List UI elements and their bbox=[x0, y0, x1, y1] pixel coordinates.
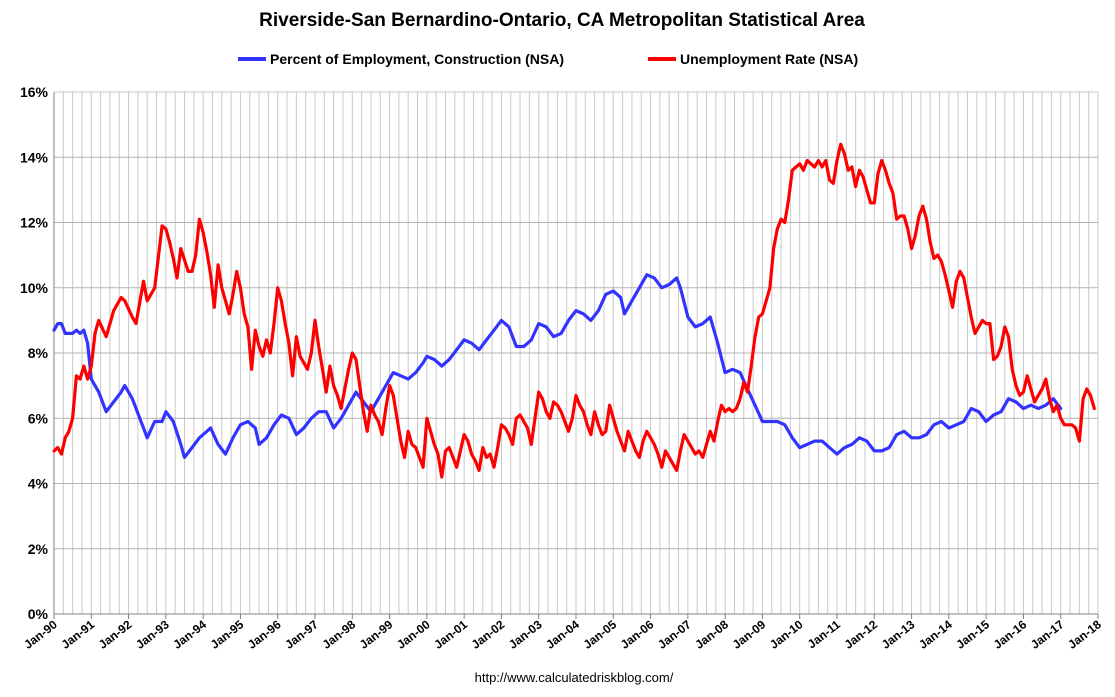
x-tick-label: Jan-05 bbox=[581, 617, 620, 652]
x-tick-label: Jan-98 bbox=[320, 617, 359, 652]
x-tick-label: Jan-93 bbox=[133, 617, 172, 652]
series-line-construction bbox=[52, 273, 1063, 459]
x-tick-label: Jan-00 bbox=[394, 617, 433, 652]
x-tick-label: Jan-01 bbox=[431, 617, 470, 652]
x-tick-label: Jan-14 bbox=[916, 617, 955, 652]
gridlines bbox=[54, 91, 1098, 614]
series-line-unemployment bbox=[52, 142, 1096, 479]
x-tick-label: Jan-04 bbox=[543, 617, 582, 652]
y-tick-labels: 0% 2% 4% 6% 8% 10% 12% 14% 16% bbox=[20, 84, 49, 622]
x-tick-label: Jan-12 bbox=[842, 617, 881, 652]
x-tick-labels: Jan-90Jan-91Jan-92Jan-93Jan-94Jan-95Jan-… bbox=[21, 614, 1104, 652]
y-tick-label: 14% bbox=[20, 149, 49, 165]
y-tick-label: 4% bbox=[28, 476, 49, 492]
x-tick-label: Jan-96 bbox=[245, 617, 284, 652]
x-tick-label: Jan-13 bbox=[879, 617, 918, 652]
x-tick-label: Jan-94 bbox=[170, 617, 209, 652]
x-tick-label: Jan-97 bbox=[282, 617, 321, 652]
y-tick-label: 12% bbox=[20, 215, 49, 231]
x-tick-label: Jan-92 bbox=[96, 617, 135, 652]
y-tick-label: 10% bbox=[20, 280, 49, 296]
x-tick-label: Jan-03 bbox=[506, 617, 545, 652]
x-tick-label: Jan-95 bbox=[208, 617, 247, 652]
y-tick-label: 16% bbox=[20, 84, 49, 100]
legend-label-unemployment: Unemployment Rate (NSA) bbox=[680, 51, 858, 67]
x-tick-label: Jan-15 bbox=[953, 617, 992, 652]
x-tick-label: Jan-16 bbox=[991, 617, 1030, 652]
x-tick-label: Jan-99 bbox=[357, 617, 396, 652]
x-tick-label: Jan-17 bbox=[1028, 617, 1067, 652]
y-tick-label: 8% bbox=[28, 345, 49, 361]
series-lines bbox=[52, 142, 1096, 479]
x-tick-label: Jan-06 bbox=[618, 617, 657, 652]
chart-title: Riverside-San Bernardino-Ontario, CA Met… bbox=[259, 10, 865, 31]
x-tick-label: Jan-07 bbox=[655, 617, 694, 652]
x-tick-label: Jan-90 bbox=[21, 617, 60, 652]
x-tick-label: Jan-91 bbox=[59, 617, 98, 652]
x-tick-label: Jan-08 bbox=[692, 617, 731, 652]
y-tick-label: 6% bbox=[28, 410, 49, 426]
x-tick-label: Jan-09 bbox=[730, 617, 769, 652]
x-tick-label: Jan-02 bbox=[469, 617, 508, 652]
x-tick-label: Jan-11 bbox=[805, 617, 843, 651]
source-url: http://www.calculatedriskblog.com/ bbox=[475, 670, 674, 685]
x-tick-label: Jan-18 bbox=[1065, 617, 1104, 652]
legend: Percent of Employment, Construction (NSA… bbox=[238, 51, 858, 67]
x-tick-label: Jan-10 bbox=[767, 617, 806, 652]
legend-label-construction: Percent of Employment, Construction (NSA… bbox=[270, 51, 564, 67]
y-tick-label: 2% bbox=[28, 541, 49, 557]
y-tick-label: 0% bbox=[28, 606, 49, 622]
